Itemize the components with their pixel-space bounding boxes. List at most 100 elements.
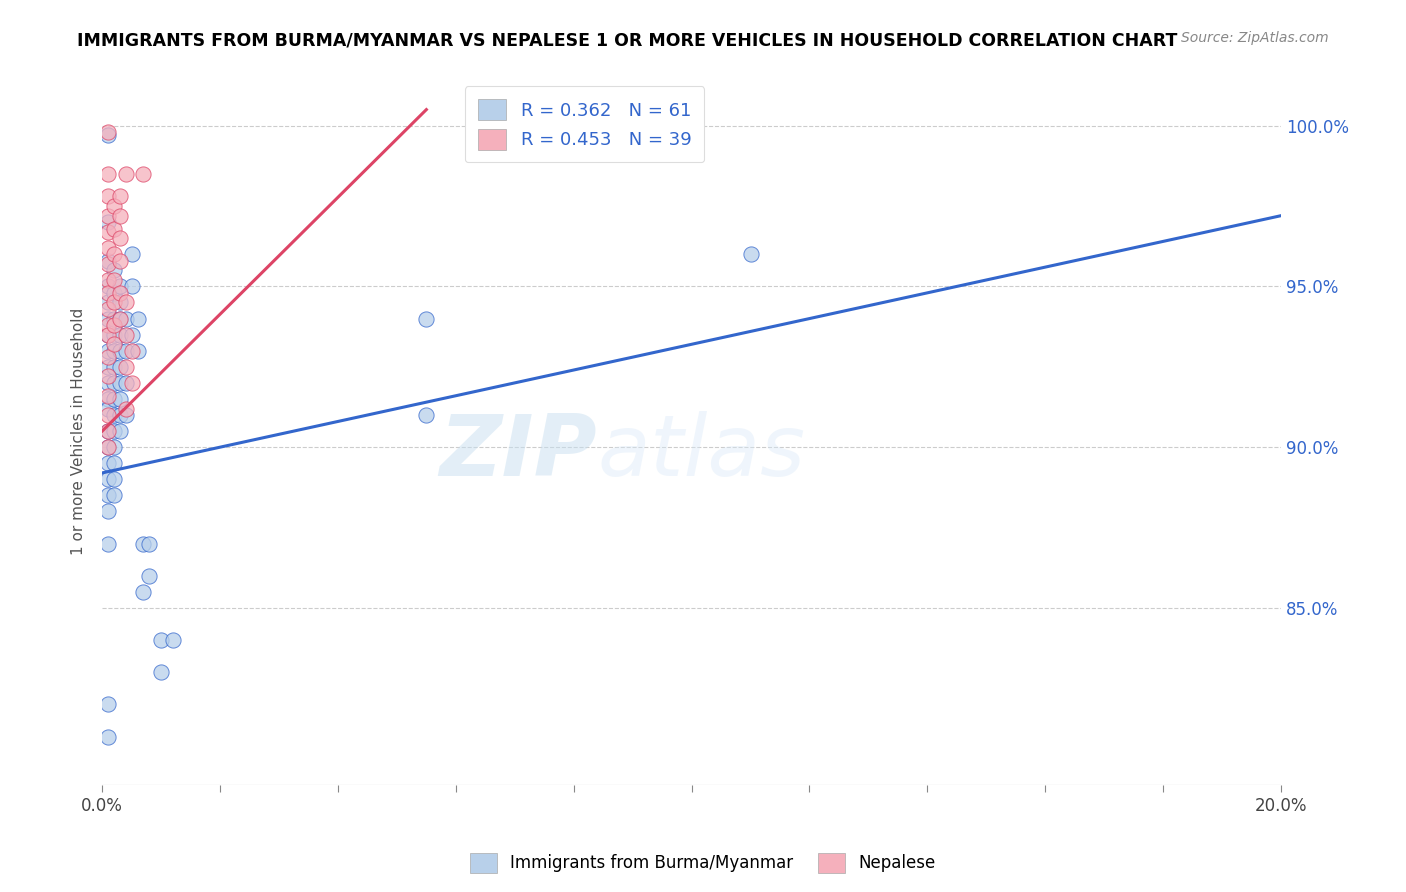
Point xyxy=(103,424,125,438)
Point xyxy=(121,343,143,358)
Point xyxy=(97,241,120,255)
Point xyxy=(97,440,120,454)
Point xyxy=(97,359,120,374)
Point xyxy=(150,633,173,648)
Point xyxy=(108,189,131,203)
Point xyxy=(103,376,125,390)
Point xyxy=(103,311,125,326)
Point xyxy=(108,343,131,358)
Point xyxy=(97,327,120,342)
Point xyxy=(114,408,136,422)
Point xyxy=(114,327,136,342)
Legend: Immigrants from Burma/Myanmar, Nepalese: Immigrants from Burma/Myanmar, Nepalese xyxy=(464,847,942,880)
Legend: R = 0.362   N = 61, R = 0.453   N = 39: R = 0.362 N = 61, R = 0.453 N = 39 xyxy=(465,87,704,162)
Point xyxy=(97,440,120,454)
Point xyxy=(415,311,437,326)
Point xyxy=(97,189,120,203)
Point xyxy=(114,376,136,390)
Point xyxy=(97,301,120,316)
Point xyxy=(108,285,131,300)
Point xyxy=(97,401,120,416)
Point xyxy=(132,536,155,550)
Point xyxy=(103,392,125,406)
Point xyxy=(97,318,120,332)
Text: IMMIGRANTS FROM BURMA/MYANMAR VS NEPALESE 1 OR MORE VEHICLES IN HOUSEHOLD CORREL: IMMIGRANTS FROM BURMA/MYANMAR VS NEPALES… xyxy=(77,31,1178,49)
Point xyxy=(103,273,125,287)
Point xyxy=(138,568,160,582)
Point xyxy=(97,209,120,223)
Point xyxy=(114,359,136,374)
Point xyxy=(97,424,120,438)
Point xyxy=(103,408,125,422)
Point xyxy=(97,536,120,550)
Point xyxy=(108,311,131,326)
Point xyxy=(415,408,437,422)
Point xyxy=(114,311,136,326)
Point xyxy=(97,343,120,358)
Point xyxy=(108,311,131,326)
Point xyxy=(103,263,125,277)
Point xyxy=(138,536,160,550)
Point xyxy=(150,665,173,680)
Text: ZIP: ZIP xyxy=(440,411,598,494)
Point xyxy=(114,343,136,358)
Point xyxy=(97,350,120,364)
Point xyxy=(103,359,125,374)
Point xyxy=(108,231,131,245)
Point xyxy=(103,295,125,310)
Point xyxy=(103,488,125,502)
Point xyxy=(114,295,136,310)
Point xyxy=(97,257,120,271)
Point xyxy=(121,279,143,293)
Point xyxy=(108,327,131,342)
Point xyxy=(97,253,120,268)
Point xyxy=(132,167,155,181)
Point xyxy=(103,440,125,454)
Point xyxy=(127,343,149,358)
Point xyxy=(97,279,120,293)
Point xyxy=(97,273,120,287)
Point xyxy=(103,337,125,351)
Point xyxy=(162,633,184,648)
Point xyxy=(103,318,125,332)
Point xyxy=(108,295,131,310)
Point xyxy=(97,369,120,384)
Text: atlas: atlas xyxy=(598,411,806,494)
Point xyxy=(97,215,120,229)
Y-axis label: 1 or more Vehicles in Household: 1 or more Vehicles in Household xyxy=(72,308,86,555)
Point xyxy=(97,504,120,518)
Point xyxy=(103,247,125,261)
Point xyxy=(97,730,120,744)
Point xyxy=(108,253,131,268)
Point xyxy=(103,221,125,235)
Point xyxy=(97,424,120,438)
Point xyxy=(103,199,125,213)
Point xyxy=(108,209,131,223)
Point xyxy=(121,376,143,390)
Point xyxy=(97,408,120,422)
Point xyxy=(97,376,120,390)
Point xyxy=(97,392,120,406)
Point xyxy=(97,285,120,300)
Point xyxy=(97,698,120,712)
Text: Source: ZipAtlas.com: Source: ZipAtlas.com xyxy=(1181,31,1329,45)
Point xyxy=(108,376,131,390)
Point xyxy=(127,311,149,326)
Point xyxy=(108,359,131,374)
Point xyxy=(97,167,120,181)
Point xyxy=(103,472,125,486)
Point xyxy=(97,488,120,502)
Point xyxy=(103,343,125,358)
Point xyxy=(97,311,120,326)
Point xyxy=(103,456,125,470)
Point xyxy=(108,408,131,422)
Point xyxy=(121,247,143,261)
Point xyxy=(114,167,136,181)
Point xyxy=(97,389,120,403)
Point xyxy=(97,472,120,486)
Point xyxy=(97,128,120,143)
Point xyxy=(740,247,762,261)
Point xyxy=(97,456,120,470)
Point xyxy=(97,125,120,139)
Point xyxy=(121,327,143,342)
